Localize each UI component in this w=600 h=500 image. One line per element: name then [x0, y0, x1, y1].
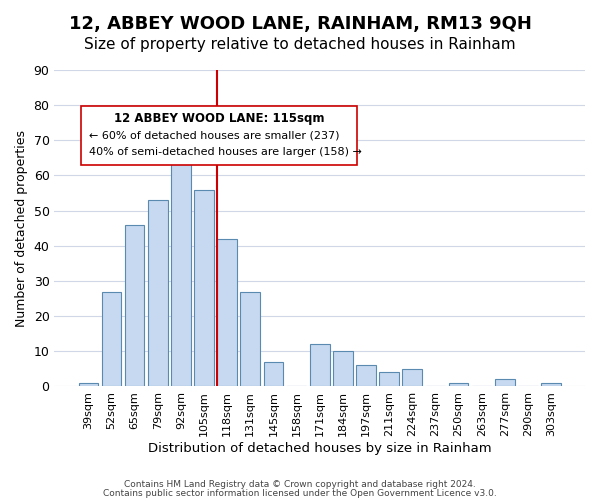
Bar: [495, 380, 515, 386]
Text: 12, ABBEY WOOD LANE, RAINHAM, RM13 9QH: 12, ABBEY WOOD LANE, RAINHAM, RM13 9QH: [68, 15, 532, 33]
Text: Contains public sector information licensed under the Open Government Licence v3: Contains public sector information licen…: [103, 489, 497, 498]
Bar: [101, 292, 121, 386]
Text: ← 60% of detached houses are smaller (237): ← 60% of detached houses are smaller (23…: [89, 130, 340, 140]
Bar: [356, 366, 376, 386]
Bar: [310, 344, 329, 387]
Bar: [263, 362, 283, 386]
Bar: [194, 190, 214, 386]
Bar: [379, 372, 399, 386]
Bar: [449, 383, 469, 386]
Bar: [148, 200, 167, 386]
Text: Contains HM Land Registry data © Crown copyright and database right 2024.: Contains HM Land Registry data © Crown c…: [124, 480, 476, 489]
Y-axis label: Number of detached properties: Number of detached properties: [15, 130, 28, 326]
Bar: [217, 239, 237, 386]
Bar: [125, 224, 145, 386]
Text: 40% of semi-detached houses are larger (158) →: 40% of semi-detached houses are larger (…: [89, 147, 362, 157]
FancyBboxPatch shape: [81, 106, 357, 165]
Bar: [171, 148, 191, 386]
Bar: [79, 383, 98, 386]
X-axis label: Distribution of detached houses by size in Rainham: Distribution of detached houses by size …: [148, 442, 491, 455]
Text: 12 ABBEY WOOD LANE: 115sqm: 12 ABBEY WOOD LANE: 115sqm: [113, 112, 324, 125]
Bar: [241, 292, 260, 386]
Bar: [333, 352, 353, 386]
Text: Size of property relative to detached houses in Rainham: Size of property relative to detached ho…: [84, 38, 516, 52]
Bar: [403, 369, 422, 386]
Bar: [541, 383, 561, 386]
